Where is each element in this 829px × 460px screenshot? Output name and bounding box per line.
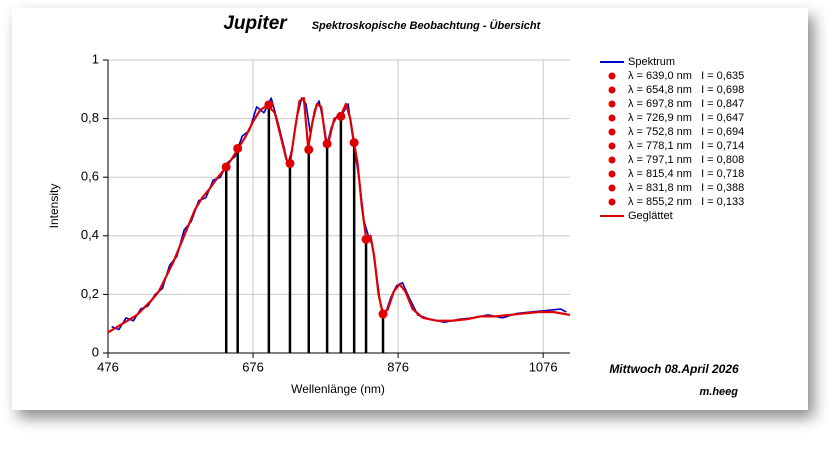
x-tick-label: 676 [242, 359, 264, 374]
legend-label: Geglättet [628, 210, 673, 222]
x-tick-label: 476 [97, 359, 119, 374]
y-tick-label: 1 [92, 51, 99, 66]
legend-label: Spektrum [628, 56, 675, 68]
series-line [107, 96, 571, 334]
data-point [304, 145, 314, 155]
legend-label: λ = 639,0 nm I = 0,635 [628, 70, 744, 82]
legend-label: λ = 855,2 nm I = 0,133 [628, 196, 744, 208]
legend-swatch [608, 128, 616, 136]
legend-swatch [608, 170, 616, 178]
y-tick-label: 0,8 [81, 110, 99, 125]
y-tick-label: 0 [92, 344, 99, 359]
legend-label: λ = 697,8 nm I = 0,847 [628, 98, 744, 110]
legend-swatch [608, 114, 616, 122]
x-axis-label: Wellenlänge (nm) [291, 382, 385, 396]
legend-label: λ = 815,4 nm I = 0,718 [628, 168, 744, 180]
data-point [322, 139, 332, 149]
data-point [264, 100, 274, 110]
data-point [221, 162, 231, 172]
legend-label: λ = 654,8 nm I = 0,698 [628, 84, 744, 96]
data-point [336, 111, 346, 121]
x-tick-label: 876 [387, 359, 409, 374]
legend-label: λ = 726,9 nm I = 0,647 [628, 112, 744, 124]
chart-title: Jupiter [223, 13, 288, 34]
chart-subtitle: Spektroskopische Beobachtung - Übersicht [312, 19, 542, 32]
data-point [349, 138, 359, 148]
data-point [233, 143, 243, 153]
legend-swatch [608, 156, 616, 164]
data-point [361, 234, 371, 244]
legend-swatch [608, 198, 616, 206]
legend-swatch [608, 100, 616, 108]
author-annotation: m.heeg [699, 386, 738, 398]
chart-card [12, 8, 808, 410]
legend-label: λ = 797,1 nm I = 0,808 [628, 154, 744, 166]
data-point [378, 309, 388, 319]
y-tick-label: 0,6 [81, 169, 99, 184]
date-annotation: Mittwoch 08.April 2026 [609, 362, 739, 376]
y-axis-label: Intensity [47, 184, 61, 229]
x-tick-label: 1076 [529, 359, 558, 374]
y-tick-label: 0,4 [81, 227, 99, 242]
legend-label: λ = 778,1 nm I = 0,714 [628, 140, 744, 152]
legend-swatch [608, 72, 616, 80]
legend-label: λ = 831,8 nm I = 0,388 [628, 182, 744, 194]
legend-label: λ = 752,8 nm I = 0,694 [628, 126, 744, 138]
legend-swatch [608, 184, 616, 192]
legend-swatch [608, 86, 616, 94]
y-tick-label: 0,2 [81, 286, 99, 301]
legend-swatch [608, 142, 616, 150]
data-point [285, 158, 295, 168]
